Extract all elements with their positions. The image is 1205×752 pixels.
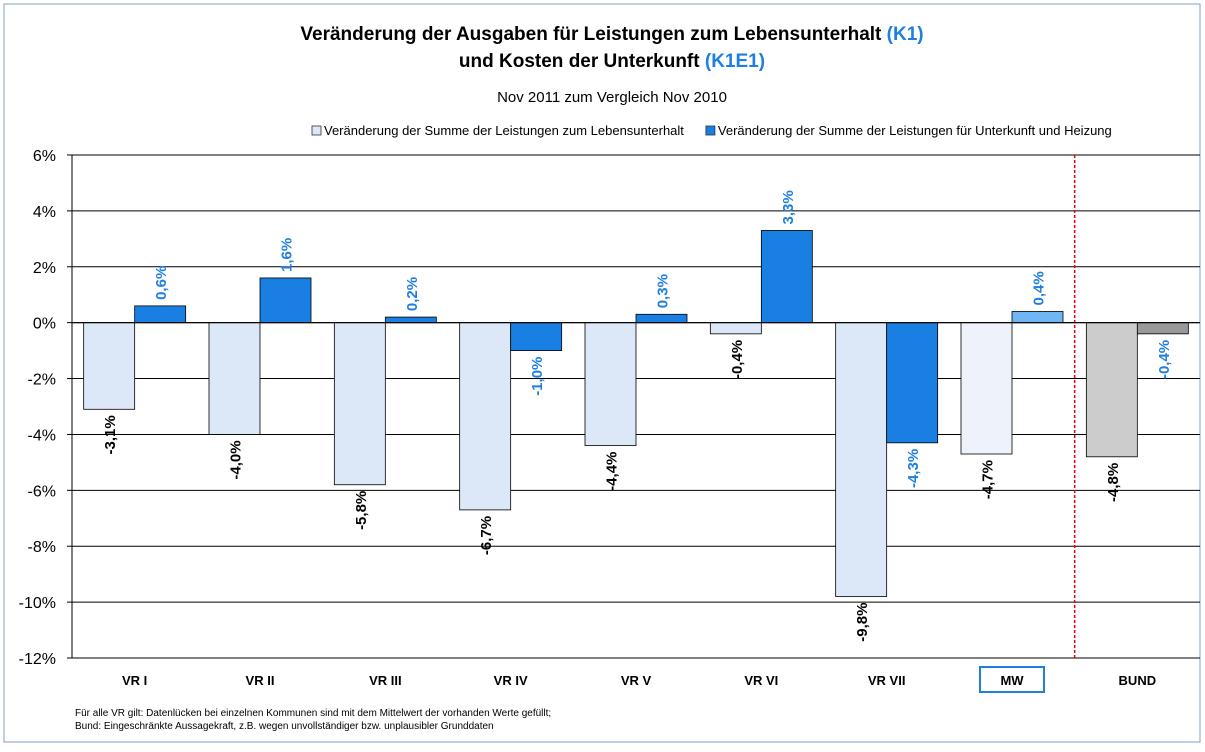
title-text: Veränderung der Ausgaben für Leistungen …: [300, 24, 882, 45]
y-tick-label: 0%: [33, 316, 56, 333]
footnote: Bund: Eingeschränkte Aussagekraft, z.B. …: [75, 721, 494, 732]
y-tick-label: -6%: [28, 483, 56, 500]
bar: [584, 322, 637, 447]
value-label: 1,6%: [279, 238, 296, 272]
x-tick-label: VR IV: [494, 673, 528, 688]
highlight-box: [979, 666, 1045, 693]
bar: [83, 322, 136, 410]
legend-swatch: [311, 125, 322, 136]
y-tick-label: -10%: [19, 595, 56, 612]
y-tick-label: 6%: [33, 148, 56, 165]
bar: [510, 322, 563, 352]
value-label: 3,3%: [780, 190, 797, 224]
bar: [259, 277, 312, 324]
value-label: 0,6%: [153, 266, 170, 300]
value-label: -4,0%: [228, 440, 245, 479]
value-label: -3,1%: [102, 415, 119, 454]
y-tick-label: 4%: [33, 204, 56, 221]
footnote: Für alle VR gilt: Datenlücken bei einzel…: [75, 708, 551, 719]
y-tick-label: -2%: [28, 372, 56, 389]
y-tick-label: 2%: [33, 260, 56, 277]
bar: [459, 322, 512, 511]
value-label: -5,8%: [353, 491, 370, 530]
bar: [1136, 322, 1189, 335]
chart-subtitle: Nov 2011 zum Vergleich Nov 2010: [497, 89, 727, 106]
value-label: -0,4%: [1156, 340, 1173, 379]
value-label: -4,7%: [980, 460, 997, 499]
x-tick-label: VR III: [369, 673, 402, 688]
bar: [886, 322, 939, 444]
bar: [208, 322, 261, 435]
value-label: -1,0%: [529, 357, 546, 396]
x-tick-label: VR V: [621, 673, 652, 688]
value-label: -0,4%: [729, 340, 746, 379]
x-tick-label: VR VII: [868, 673, 906, 688]
legend-label: Veränderung der Summe der Leistungen zum…: [324, 123, 684, 138]
value-label: -4,3%: [905, 449, 922, 488]
bar: [333, 322, 386, 486]
value-label: 0,3%: [655, 274, 672, 308]
bar: [709, 322, 762, 335]
y-tick-label: -8%: [28, 539, 56, 556]
value-label: -4,4%: [604, 452, 621, 491]
bar: [384, 316, 437, 324]
x-tick-label: MW: [1000, 673, 1024, 688]
bar: [760, 230, 813, 324]
title-text: und Kosten der Unterkunft: [459, 51, 700, 72]
x-tick-label: BUND: [1119, 673, 1157, 688]
bar: [1085, 322, 1138, 458]
chart-title: Veränderung der Ausgaben für Leistungen …: [300, 24, 923, 45]
x-tick-label: VR I: [122, 673, 147, 688]
bar: [960, 322, 1013, 455]
y-tick-label: -12%: [19, 651, 56, 668]
value-label: -9,8%: [854, 603, 871, 642]
bar: [635, 313, 688, 324]
chart-title-line2: und Kosten der Unterkunft (K1E1): [459, 51, 765, 72]
bar: [835, 322, 888, 597]
value-label: -4,8%: [1105, 463, 1122, 502]
title-code: (K1): [887, 24, 924, 45]
x-tick-label: VR VI: [744, 673, 778, 688]
value-label: -6,7%: [478, 516, 495, 555]
value-label: 0,2%: [404, 277, 421, 311]
x-tick-label: VR II: [246, 673, 275, 688]
legend-label: Veränderung der Summe der Leistungen für…: [718, 123, 1112, 138]
bar: [134, 305, 187, 324]
title-code: (K1E1): [705, 51, 765, 72]
bar: [1011, 311, 1064, 324]
legend-swatch: [705, 125, 716, 136]
value-label: 0,4%: [1031, 271, 1048, 305]
y-tick-label: -4%: [28, 427, 56, 444]
